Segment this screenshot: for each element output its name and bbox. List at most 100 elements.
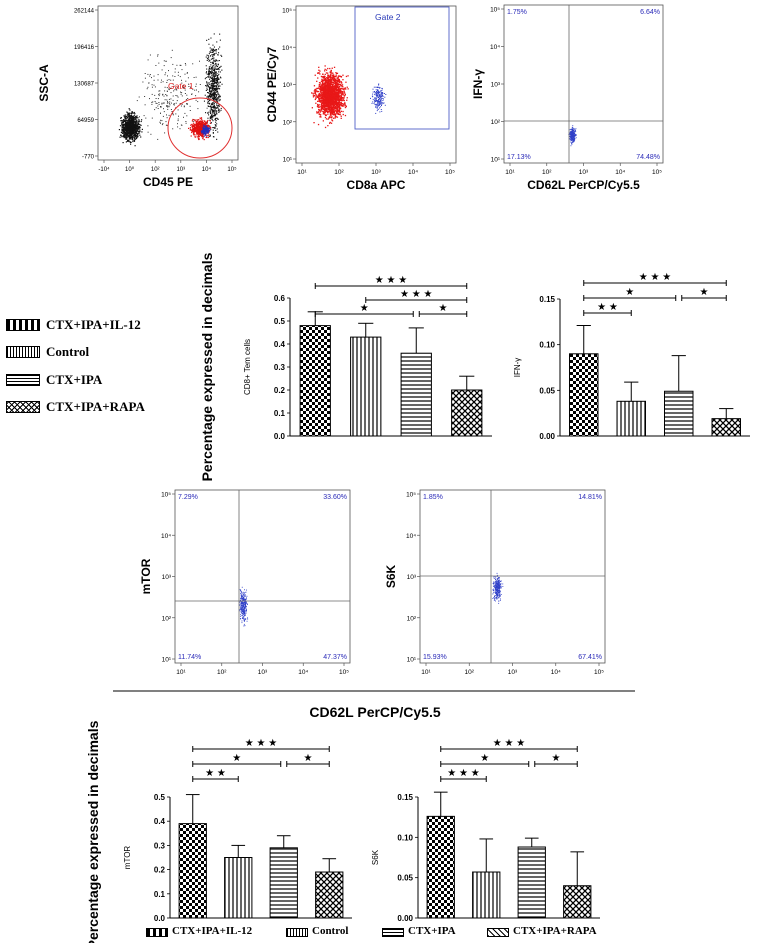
bar — [563, 885, 592, 919]
sig-stars: ★ — [232, 753, 241, 764]
y-tick-label: 0.0 — [274, 432, 286, 441]
x-tick-label: 10⁰ — [125, 166, 135, 173]
legend-swatch-vlines — [286, 928, 308, 937]
y-tick-label: 0.1 — [274, 409, 286, 418]
legend-label: CTX+IPA+RAPA — [46, 399, 145, 414]
y-axis-label: IFN-γ — [513, 358, 522, 378]
x-tick-label: 10³ — [371, 169, 381, 176]
x-tick-label: 10¹ — [297, 169, 307, 176]
y-tick-label: 10¹ — [407, 657, 417, 664]
y-tick-label: 0.4 — [154, 817, 166, 826]
y-tick-label: 0.6 — [274, 294, 286, 303]
gate-label: Gate 2 — [375, 12, 401, 22]
y-axis-label: SSC-A — [37, 64, 51, 102]
sig-stars: ★ ★ — [205, 768, 226, 779]
x-tick-label: 10³ — [579, 169, 589, 176]
flow-plot-flow-gate1: 262144 196416 130687 64959 -770-10⁴ 10⁰ 10² 10³… — [37, 5, 239, 189]
shared-y-label: Percentage expressed in decimals — [199, 252, 215, 481]
y-tick-label: 0.5 — [154, 793, 166, 802]
y-tick-label: 130687 — [74, 82, 95, 88]
x-tick-label: 10¹ — [176, 669, 186, 676]
x-axis-label: CD8a APC — [347, 178, 406, 192]
y-tick-label: 0.3 — [274, 363, 286, 372]
plot-frame — [503, 4, 664, 164]
x-tick-label: 10² — [217, 669, 227, 676]
flow-plot-flow-s6k: 10⁵ 10⁴ 10³ 10² 10¹ 10¹ 10² 10³ 10⁴ 10⁵ S6K 1.85% 14… — [384, 489, 606, 676]
y-tick-label: 0.2 — [274, 386, 286, 395]
y-tick-label: 0.2 — [154, 866, 166, 875]
bar — [350, 336, 382, 437]
x-tick-label: 10¹ — [505, 169, 515, 176]
quadrant-ll: 17.13% — [507, 154, 531, 161]
sig-stars: ★ ★ ★ — [245, 738, 277, 749]
sig-stars: ★ — [304, 753, 313, 764]
plot-frame — [419, 489, 606, 664]
y-tick-label: 10³ — [491, 82, 501, 89]
sig-stars: ★ ★ ★ — [493, 738, 525, 749]
y-tick-label: 10⁴ — [282, 45, 292, 52]
bar — [315, 871, 344, 919]
x-tick-label: 10⁵ — [652, 169, 662, 176]
quadrant-ul: 1.85% — [423, 494, 443, 501]
x-tick-label: 10² — [151, 167, 160, 173]
sig-stars: ★ — [700, 287, 709, 298]
flow-plot-flow-gate2: 10⁵ 10⁴ 10³ 10² 10¹ 10¹ 10² 10³ 10⁴ 10⁵ CD8a APC CD… — [265, 5, 457, 192]
x-tick-label: 10² — [334, 169, 344, 176]
y-tick-label: 0.10 — [539, 341, 555, 350]
y-tick-label: 10² — [162, 615, 172, 622]
legend-swatch-crosshatch — [6, 401, 40, 413]
gate-1-ellipse — [167, 97, 233, 159]
x-tick-label: 10⁴ — [615, 169, 625, 176]
x-axis-label: CD62L PerCP/Cy5.5 — [527, 178, 640, 192]
x-tick-label: 10³ — [258, 669, 268, 676]
plot-frame — [174, 489, 351, 664]
legend-swatch-hlines — [6, 374, 40, 386]
quadrant-ur: 33.60% — [323, 494, 347, 501]
y-tick-label: 10² — [491, 119, 501, 126]
quadrant-ul: 1.75% — [507, 9, 527, 16]
y-tick-label: 0.10 — [397, 833, 413, 842]
bar — [616, 400, 646, 437]
x-tick-label: 10⁴ — [408, 169, 418, 176]
bar-chart-bar-mtor: 0.0 0.1 0.2 0.3 0.4 0.5 mTOR ★ ★ ★ ★ ★ ★ ★ — [123, 738, 352, 923]
sig-stars: ★ ★ ★ — [447, 768, 479, 779]
legend-label: CTX+IPA+IL-12 — [46, 317, 141, 332]
y-tick-label: 10⁵ — [490, 7, 500, 14]
y-tick-label: 10³ — [407, 574, 417, 581]
x-tick-label: 10⁵ — [227, 166, 237, 173]
y-tick-label: 0.15 — [397, 793, 413, 802]
sig-stars: ★ — [552, 753, 561, 764]
scatter-dots — [118, 33, 223, 147]
legend-label: Control — [46, 344, 90, 359]
scatter-dots — [239, 586, 249, 627]
legend-swatch-checker — [146, 928, 168, 937]
flow-plot-flow-ifng: 10⁵ 10⁴ 10³ 10² 10¹ 10¹ 10² 10³ 10⁴ 10⁵ CD62L PerC… — [471, 4, 664, 192]
x-tick-label: -10⁴ — [98, 166, 110, 173]
bar — [472, 871, 501, 919]
scatter-dots — [311, 65, 387, 129]
x-axis-label: CD45 PE — [143, 175, 193, 189]
bar — [426, 815, 455, 919]
y-tick-label: 10³ — [162, 574, 172, 581]
y-tick-label: 0.05 — [397, 874, 413, 883]
x-tick-label: 10³ — [176, 167, 185, 173]
bar — [569, 353, 599, 437]
y-axis-label: S6K — [371, 849, 380, 865]
scatter-dots — [568, 125, 577, 147]
bar — [400, 352, 432, 437]
x-tick-label: 10¹ — [421, 669, 431, 676]
sig-stars: ★ ★ ★ — [639, 272, 671, 283]
quadrant-ur: 14.81% — [578, 494, 602, 501]
y-tick-label: 10⁴ — [406, 533, 416, 540]
bar — [517, 846, 546, 919]
bar — [269, 847, 298, 919]
quadrant-lr: 67.41% — [578, 654, 602, 661]
y-tick-label: 10⁴ — [161, 533, 171, 540]
y-tick-label: 10⁵ — [282, 8, 292, 15]
y-tick-label: -770 — [82, 155, 95, 161]
bar — [178, 823, 207, 919]
x-tick-label: 10³ — [508, 669, 518, 676]
y-tick-label: 10¹ — [162, 657, 172, 664]
gate-label: Gate 1 — [168, 81, 194, 91]
sig-stars: ★ ★ — [597, 302, 618, 313]
